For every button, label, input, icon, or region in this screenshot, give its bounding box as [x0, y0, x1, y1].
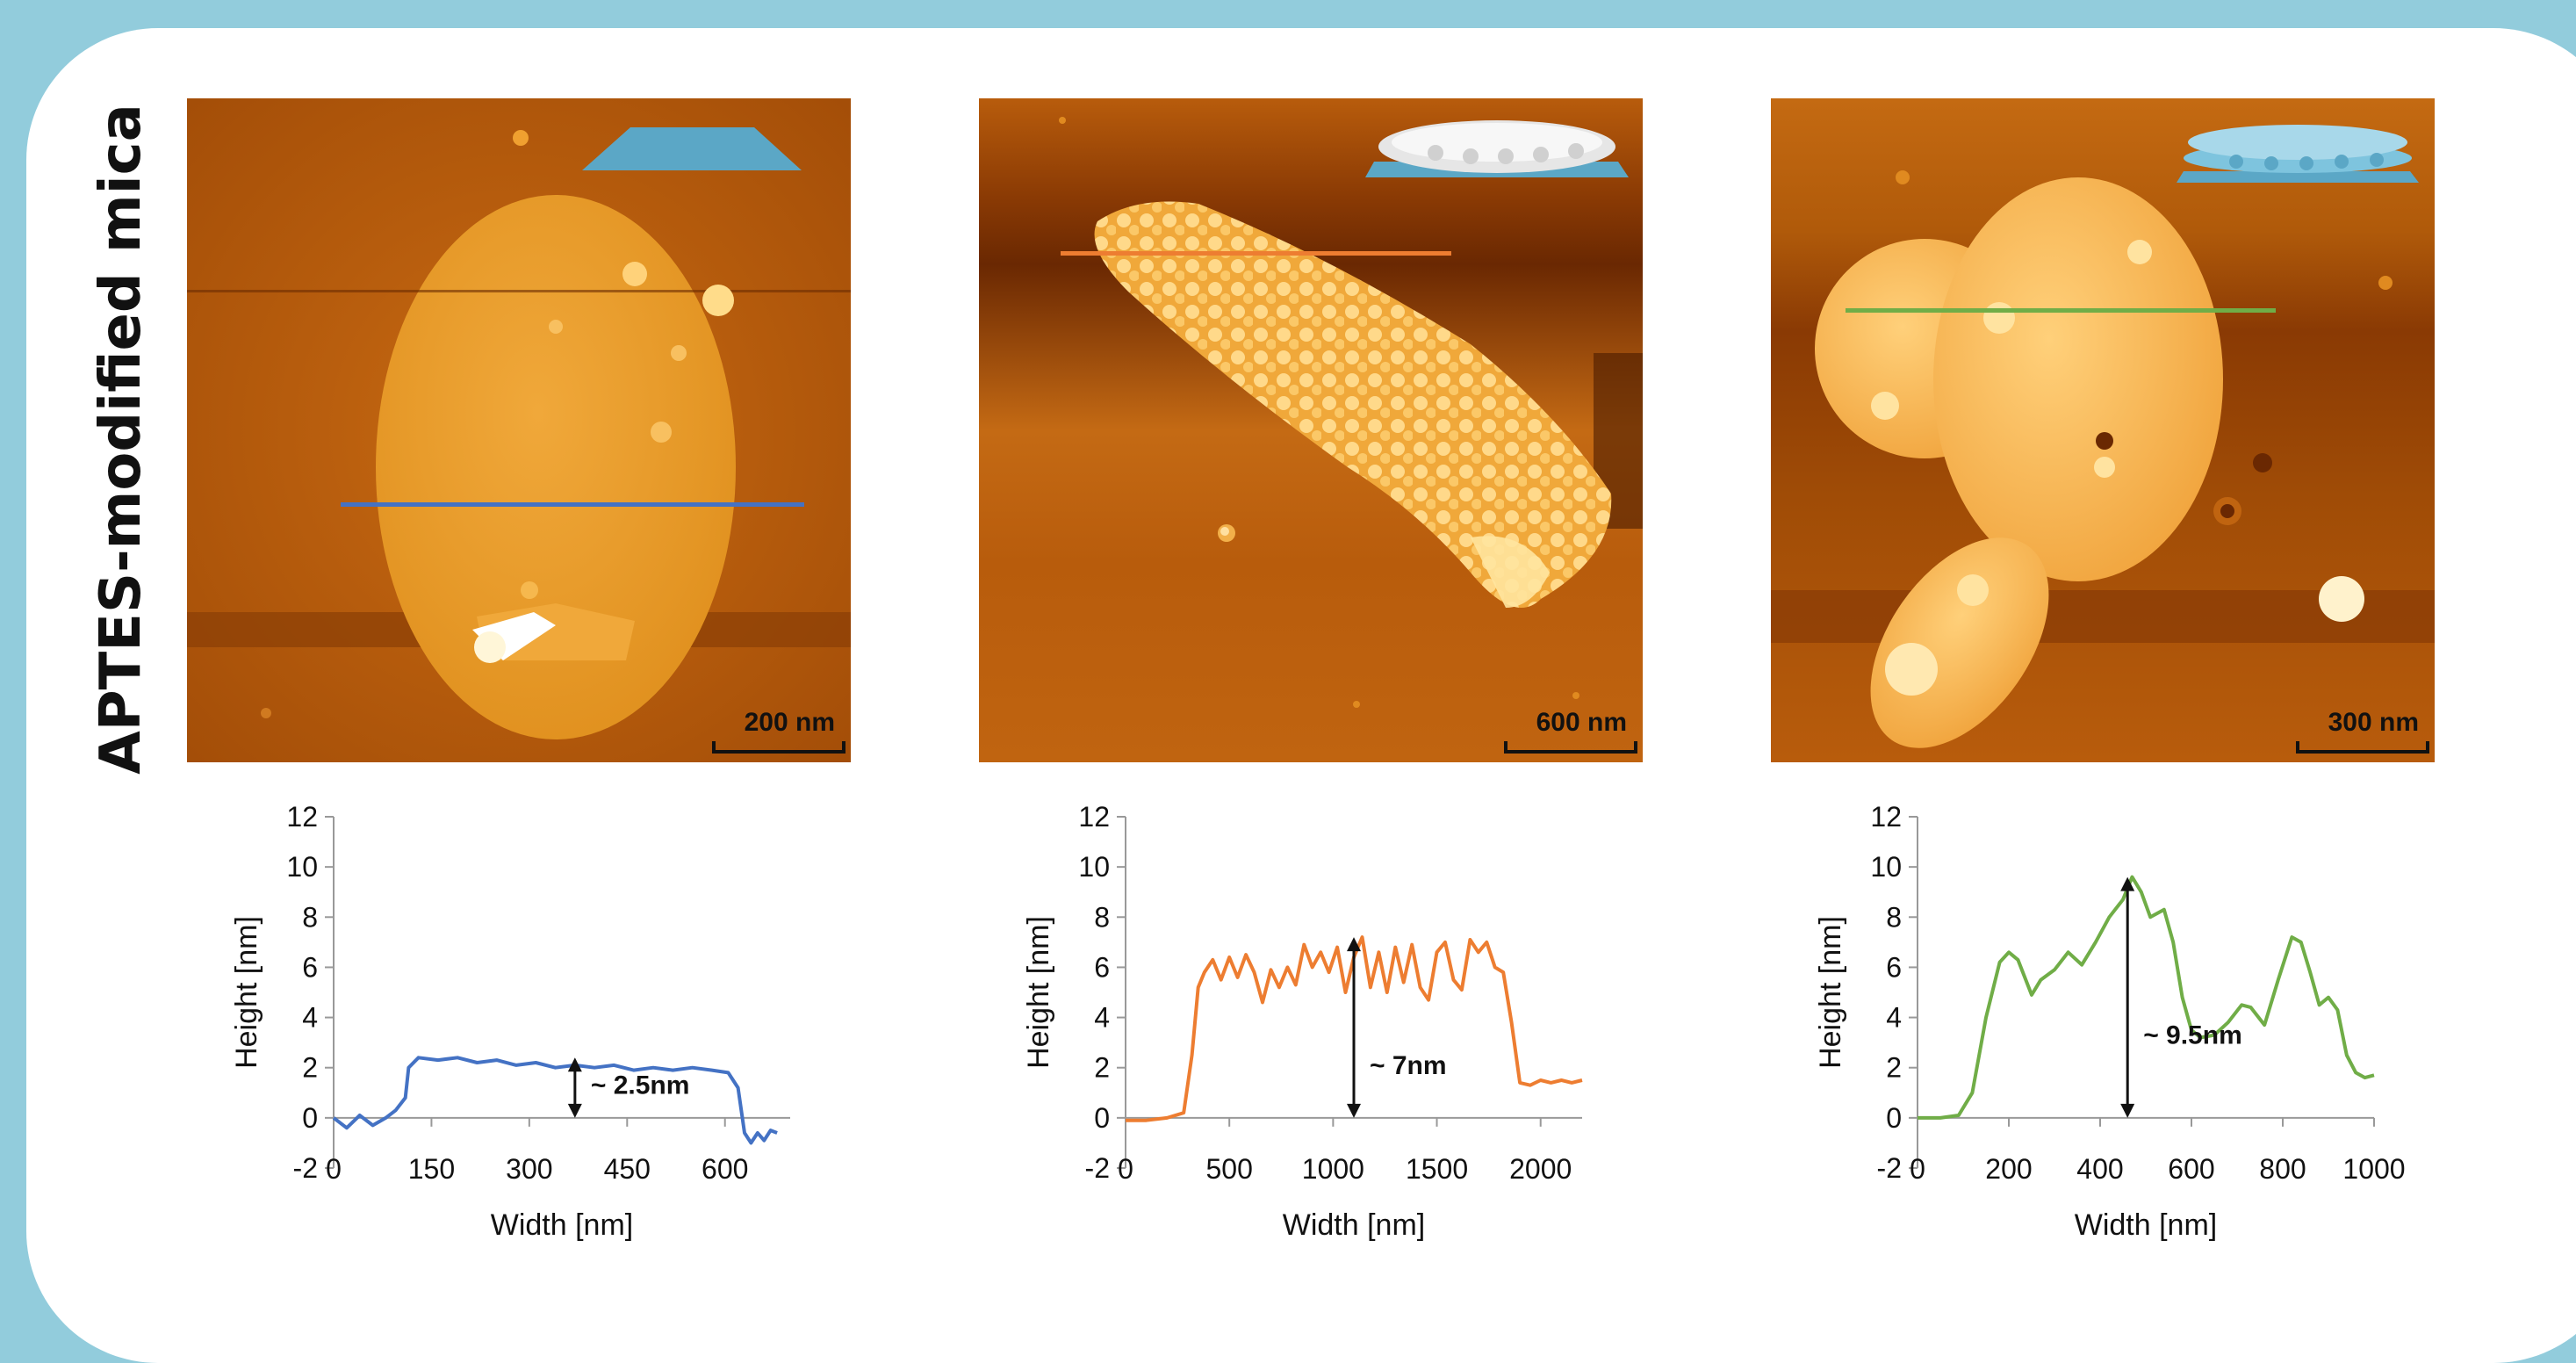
series-line: [1126, 935, 1583, 1122]
scale-bar-2: [1504, 741, 1637, 754]
afm-image-1: 200 nm: [187, 98, 851, 762]
scale-bar-1: [712, 741, 845, 754]
afm-image-3: 300 nm: [1771, 98, 2435, 762]
scale-label-1: 200 nm: [744, 708, 835, 737]
series-line: [332, 1056, 778, 1145]
single-flat-layer-icon: [582, 127, 802, 170]
x-tick-label: 300: [506, 1153, 552, 1185]
y-axis-label: Height [nm]: [230, 916, 263, 1069]
x-tick-label: 450: [604, 1153, 651, 1185]
y-tick-label: 0: [1886, 1102, 1902, 1134]
annotation-arrowhead-top: [2120, 876, 2135, 891]
x-tick-label: 600: [702, 1153, 748, 1185]
x-tick-label: 800: [2259, 1153, 2306, 1185]
y-tick-label: 8: [1886, 901, 1902, 933]
x-tick-label: 0: [326, 1153, 342, 1185]
scale-bar-3: [2296, 741, 2429, 754]
y-tick-label: 10: [1078, 851, 1110, 883]
y-tick-label: 8: [1094, 901, 1110, 933]
profile-line-3: [1846, 308, 2276, 313]
double-particle-layer-icon: [2177, 125, 2419, 183]
x-tick-label: 0: [1910, 1153, 1925, 1185]
y-tick-label: 4: [1094, 1002, 1110, 1034]
x-axis-label: Width [nm]: [1283, 1208, 1425, 1242]
annotation-label: ~ 9.5nm: [2143, 1021, 2242, 1050]
x-tick-label: 1000: [2342, 1153, 2405, 1185]
y-tick-label: 0: [1094, 1102, 1110, 1134]
y-tick-label: 2: [1886, 1052, 1902, 1084]
y-tick-label: 0: [302, 1102, 318, 1134]
scale-label-2: 600 nm: [1536, 708, 1627, 737]
y-tick-label: 2: [1094, 1052, 1110, 1084]
x-axis-label: Width [nm]: [491, 1208, 633, 1242]
x-tick-label: 1000: [1302, 1153, 1364, 1185]
series-line: [1918, 875, 2375, 1120]
annotation-arrowhead-top: [1347, 937, 1361, 952]
x-tick-label: 1500: [1406, 1153, 1468, 1185]
y-tick-label: -2: [1085, 1152, 1110, 1184]
annotation-label: ~ 2.5nm: [591, 1071, 690, 1100]
height-profile-chart-3: -2 0 2 4 6 8 10 12 0 200 400 600 800 1000 Width [nm] He…: [1795, 790, 2409, 1247]
y-tick-label: 8: [302, 901, 318, 933]
y-tick-label: 12: [1078, 801, 1110, 833]
height-profile-chart-1: -2 0 2 4 6 8 10 12 0 150 300 450 600 Width [nm] Height…: [211, 790, 825, 1247]
y-axis-label: Height [nm]: [1814, 916, 1847, 1069]
scale-label-3: 300 nm: [2328, 708, 2419, 737]
y-tick-label: 6: [1886, 951, 1902, 983]
particle-layer-icon: [1365, 120, 1629, 177]
height-profile-chart-2: -2 0 2 4 6 8 10 12 0 500 1000 1500 2000 Width [nm] Hei…: [1003, 790, 1617, 1247]
annotation-arrowhead-bottom: [2120, 1103, 2135, 1118]
x-tick-label: 400: [2076, 1153, 2123, 1185]
x-axis-label: Width [nm]: [2075, 1208, 2217, 1242]
y-tick-label: 2: [302, 1052, 318, 1084]
y-tick-label: -2: [1877, 1152, 1902, 1184]
y-tick-label: 6: [1094, 951, 1110, 983]
x-tick-label: 150: [408, 1153, 455, 1185]
y-tick-label: 4: [302, 1002, 318, 1034]
annotation-arrowhead-bottom: [567, 1103, 582, 1118]
profile-line-1: [341, 502, 804, 507]
annotation-arrowhead-top: [567, 1057, 582, 1072]
y-tick-label: 6: [302, 951, 318, 983]
side-title: APTES-modified mica: [89, 104, 154, 775]
annotation-label: ~ 7nm: [1370, 1051, 1447, 1080]
y-axis-label: Height [nm]: [1022, 916, 1055, 1069]
x-tick-label: 0: [1118, 1153, 1133, 1185]
x-tick-label: 2000: [1509, 1153, 1572, 1185]
y-tick-label: 10: [1870, 851, 1902, 883]
annotation-arrowhead-bottom: [1347, 1103, 1361, 1118]
y-tick-label: -2: [293, 1152, 318, 1184]
y-tick-label: 12: [1870, 801, 1902, 833]
y-tick-label: 4: [1886, 1002, 1902, 1034]
x-tick-label: 200: [1985, 1153, 2032, 1185]
x-tick-label: 500: [1205, 1153, 1252, 1185]
x-tick-label: 600: [2168, 1153, 2214, 1185]
y-tick-label: 12: [286, 801, 318, 833]
afm-image-2: 600 nm: [979, 98, 1643, 762]
profile-line-2: [1061, 251, 1451, 256]
y-tick-label: 10: [286, 851, 318, 883]
